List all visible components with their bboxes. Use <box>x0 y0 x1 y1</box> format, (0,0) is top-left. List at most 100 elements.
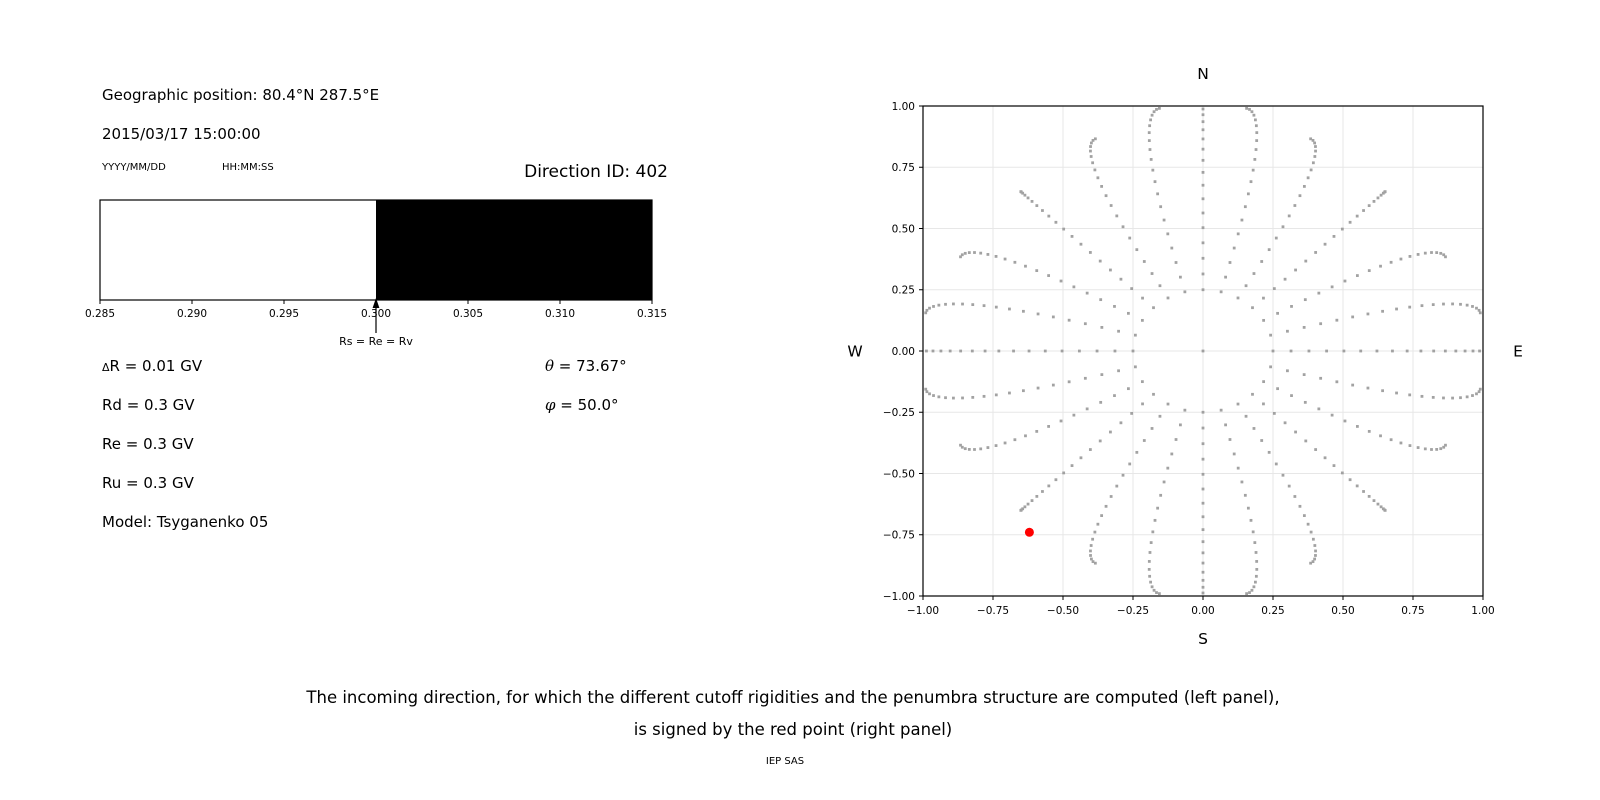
direction-dot <box>1430 448 1433 451</box>
x-tick-label: 0.290 <box>177 308 207 320</box>
direction-dot <box>1262 296 1265 300</box>
direction-dot <box>1250 110 1254 114</box>
direction-dot <box>1255 560 1259 563</box>
direction-dot <box>1367 494 1371 498</box>
direction-dot <box>1311 560 1315 564</box>
direction-dot <box>1423 447 1427 451</box>
direction-dot <box>1021 389 1025 393</box>
direction-dot <box>1070 464 1074 468</box>
direction-dot <box>1067 318 1071 322</box>
direction-dot <box>1156 506 1160 510</box>
direction-dot <box>1420 394 1424 398</box>
direction-dot <box>931 349 935 353</box>
datetime-label: 2015/03/17 15:00:00 <box>102 125 261 143</box>
direction-dot <box>1047 214 1051 218</box>
direction-dot <box>952 302 955 306</box>
direction-dot <box>1162 480 1166 484</box>
direction-dot <box>979 251 983 255</box>
x-tick-label: −0.75 <box>977 605 1009 617</box>
direction-dot <box>1142 260 1146 263</box>
direction-dot <box>1201 272 1205 276</box>
direction-dot <box>1201 426 1205 430</box>
direction-dot <box>1043 349 1047 353</box>
direction-dot <box>1201 570 1205 574</box>
direction-dot <box>937 395 941 399</box>
direction-dot <box>1335 380 1339 384</box>
direction-dot <box>1236 402 1240 406</box>
direction-dot <box>1128 462 1132 466</box>
direction-dot <box>1201 501 1205 505</box>
direction-dot <box>1340 471 1344 475</box>
direction-dot <box>1151 530 1155 534</box>
direction-dot <box>1201 551 1205 555</box>
direction-dot <box>1355 425 1359 428</box>
direction-dot <box>1389 438 1393 442</box>
direction-dot <box>1098 439 1102 443</box>
direction-dot <box>1135 248 1139 252</box>
direction-dot <box>932 305 935 308</box>
direction-dot <box>1255 567 1259 571</box>
direction-dot <box>925 308 929 312</box>
direction-dot <box>1313 141 1317 145</box>
direction-dot <box>1166 466 1170 470</box>
direction-dot <box>1314 549 1317 553</box>
direction-dot <box>1166 296 1170 300</box>
direction-dot <box>1269 365 1273 369</box>
x-tick-label: 0.305 <box>453 308 483 320</box>
direction-dot <box>1147 560 1151 563</box>
direction-dot <box>1271 349 1275 353</box>
direction-dot <box>1089 549 1092 553</box>
direction-dot <box>1047 484 1051 488</box>
direction-dot <box>1149 541 1153 544</box>
direction-dot <box>973 448 976 451</box>
direction-dot <box>1254 574 1258 578</box>
direction-dot <box>1395 391 1398 395</box>
y-tick-label: −0.50 <box>883 468 915 480</box>
direction-dot <box>1224 275 1227 279</box>
direction-dot <box>1408 393 1412 397</box>
direction-dot <box>983 349 987 353</box>
direction-dot <box>1119 277 1123 281</box>
direction-dot <box>1444 443 1447 447</box>
direction-dot <box>963 447 967 451</box>
direction-dot <box>1430 251 1433 254</box>
direction-dot <box>1408 305 1412 309</box>
direction-dot <box>1201 158 1205 162</box>
direction-dot <box>1152 392 1155 396</box>
compass-label-south: S <box>1198 630 1208 648</box>
direction-dot <box>1115 214 1119 218</box>
direction-dot <box>1330 413 1334 417</box>
direction-dot <box>1036 312 1040 316</box>
direction-dot <box>959 255 962 259</box>
direction-dot <box>1302 373 1306 377</box>
direction-dot <box>1478 387 1482 391</box>
direction-dot <box>1141 296 1144 300</box>
theta-value: = 73.67° <box>554 357 627 375</box>
direction-dot <box>1454 349 1458 353</box>
direction-dot <box>1313 544 1317 547</box>
direction-dot <box>1311 138 1315 142</box>
direction-dot <box>1319 376 1323 380</box>
re-label: Re = 0.3 GV <box>102 435 194 453</box>
direction-dot <box>1051 383 1055 387</box>
direction-dot <box>1201 561 1205 565</box>
direction-dot <box>1432 349 1436 353</box>
direction-dot <box>1141 402 1144 406</box>
direction-dot <box>1201 540 1205 544</box>
direction-dot <box>1276 311 1280 315</box>
direction-dot <box>1351 315 1355 319</box>
direction-dot <box>959 349 963 353</box>
direction-dot <box>1442 302 1445 306</box>
direction-dot <box>1383 508 1387 512</box>
direction-dot <box>1290 305 1293 308</box>
direction-dot <box>1083 376 1087 380</box>
direction-dot <box>1362 490 1365 493</box>
direction-dot <box>1251 530 1255 534</box>
direction-dot <box>1179 275 1182 279</box>
penumbra-segment-forbidden <box>376 200 652 300</box>
direction-dot <box>1451 396 1454 400</box>
direction-dot <box>960 253 964 257</box>
x-tick-label: 0.315 <box>637 308 667 320</box>
direction-dot <box>1286 329 1289 333</box>
x-tick-label: 0.50 <box>1331 605 1354 617</box>
